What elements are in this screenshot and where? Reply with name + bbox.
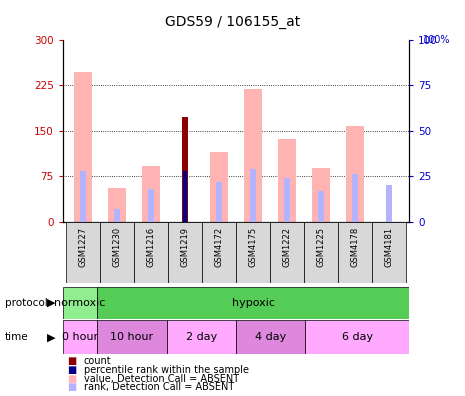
Bar — [278, 139, 296, 222]
Text: GSM4172: GSM4172 — [214, 227, 224, 267]
Text: 100%: 100% — [423, 34, 451, 45]
Text: ■: ■ — [67, 365, 77, 375]
Bar — [284, 178, 290, 222]
Text: 6 day: 6 day — [342, 332, 373, 342]
Text: value, Detection Call = ABSENT: value, Detection Call = ABSENT — [84, 373, 239, 384]
Bar — [80, 171, 86, 222]
Bar — [386, 185, 392, 222]
Bar — [270, 222, 304, 283]
Bar — [100, 222, 134, 283]
Bar — [312, 168, 330, 222]
Text: ■: ■ — [67, 382, 77, 392]
Text: GSM1216: GSM1216 — [146, 227, 156, 267]
Bar — [63, 320, 98, 354]
Text: 10 hour: 10 hour — [111, 332, 153, 342]
Text: GSM4181: GSM4181 — [384, 227, 393, 267]
Text: ▶: ▶ — [47, 298, 55, 308]
Bar — [98, 320, 167, 354]
Text: ■: ■ — [67, 373, 77, 384]
Bar — [148, 189, 154, 222]
Text: GDS59 / 106155_at: GDS59 / 106155_at — [165, 15, 300, 29]
Bar — [338, 222, 372, 283]
Bar — [63, 287, 98, 319]
Text: ▶: ▶ — [47, 332, 55, 342]
Bar — [66, 222, 100, 283]
Bar — [182, 117, 188, 222]
Bar — [372, 222, 406, 283]
Text: rank, Detection Call = ABSENT: rank, Detection Call = ABSENT — [84, 382, 234, 392]
Text: 2 day: 2 day — [186, 332, 217, 342]
Bar — [244, 89, 262, 222]
Bar — [216, 182, 222, 222]
Bar — [236, 222, 270, 283]
Bar — [250, 169, 256, 222]
Text: normoxic: normoxic — [54, 298, 106, 308]
Text: GSM4178: GSM4178 — [350, 227, 359, 267]
Bar — [114, 209, 120, 222]
Bar — [142, 166, 160, 222]
Bar — [210, 152, 228, 222]
Text: hypoxic: hypoxic — [232, 298, 275, 308]
Text: GSM1225: GSM1225 — [316, 227, 326, 267]
Bar — [134, 222, 168, 283]
Bar — [166, 320, 236, 354]
Bar — [352, 174, 358, 222]
Bar — [305, 320, 409, 354]
Bar — [74, 72, 93, 222]
Bar — [183, 171, 187, 222]
Text: count: count — [84, 356, 111, 366]
Text: GSM1219: GSM1219 — [180, 227, 190, 267]
Text: 0 hour: 0 hour — [62, 332, 98, 342]
Text: GSM1222: GSM1222 — [282, 227, 292, 267]
Text: GSM1230: GSM1230 — [113, 227, 122, 267]
Text: GSM4175: GSM4175 — [248, 227, 258, 267]
Bar — [345, 126, 364, 222]
Text: 4 day: 4 day — [255, 332, 286, 342]
Bar — [318, 191, 324, 222]
Text: ■: ■ — [67, 356, 77, 366]
Text: percentile rank within the sample: percentile rank within the sample — [84, 365, 249, 375]
Bar — [168, 222, 202, 283]
Bar — [304, 222, 338, 283]
Bar — [108, 188, 126, 222]
Bar — [236, 320, 305, 354]
Text: GSM1227: GSM1227 — [79, 227, 88, 267]
Text: time: time — [5, 332, 28, 342]
Bar — [202, 222, 236, 283]
Text: protocol: protocol — [5, 298, 47, 308]
